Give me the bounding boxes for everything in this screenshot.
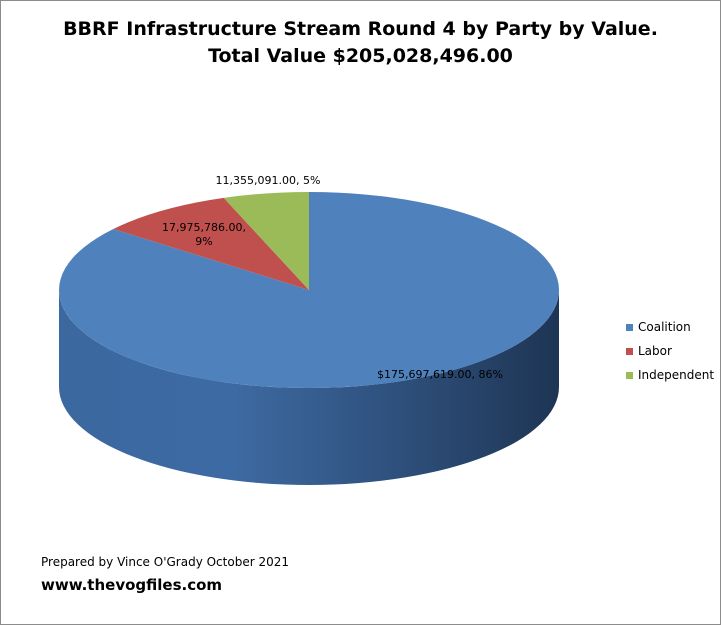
- legend-swatch-labor: [626, 347, 633, 355]
- legend-item-independent: Independent: [626, 363, 714, 387]
- chart-legend: Coalition Labor Independent: [626, 315, 714, 387]
- slice-labor: [113, 197, 309, 290]
- slice-independent: [223, 192, 309, 290]
- legend-label-labor: Labor: [638, 344, 672, 358]
- legend-label-coalition: Coalition: [638, 320, 691, 334]
- chart-title: BBRF Infrastructure Stream Round 4 by Pa…: [63, 18, 658, 40]
- legend-swatch-independent: [626, 371, 633, 379]
- pie-side-wall: [59, 290, 559, 485]
- slice-label-labor-line1: 17,975,786.00,: [162, 221, 246, 234]
- slice-label-labor-line2: 9%: [195, 235, 212, 248]
- chart-subtitle-total: Total Value $205,028,496.00: [208, 45, 513, 67]
- prepared-by-note: Prepared by Vince O'Grady October 2021: [41, 555, 289, 569]
- slice-coalition: [59, 192, 560, 388]
- legend-label-independent: Independent: [638, 368, 715, 382]
- website-link-text: www.thevogfiles.com: [41, 576, 223, 594]
- legend-item-labor: Labor: [626, 339, 714, 363]
- legend-swatch-coalition: [626, 323, 633, 331]
- slice-label-independent: 11,355,091.00, 5%: [216, 174, 321, 187]
- legend-item-coalition: Coalition: [626, 315, 714, 339]
- slice-label-coalition: $175,697,619.00, 86%: [377, 368, 503, 381]
